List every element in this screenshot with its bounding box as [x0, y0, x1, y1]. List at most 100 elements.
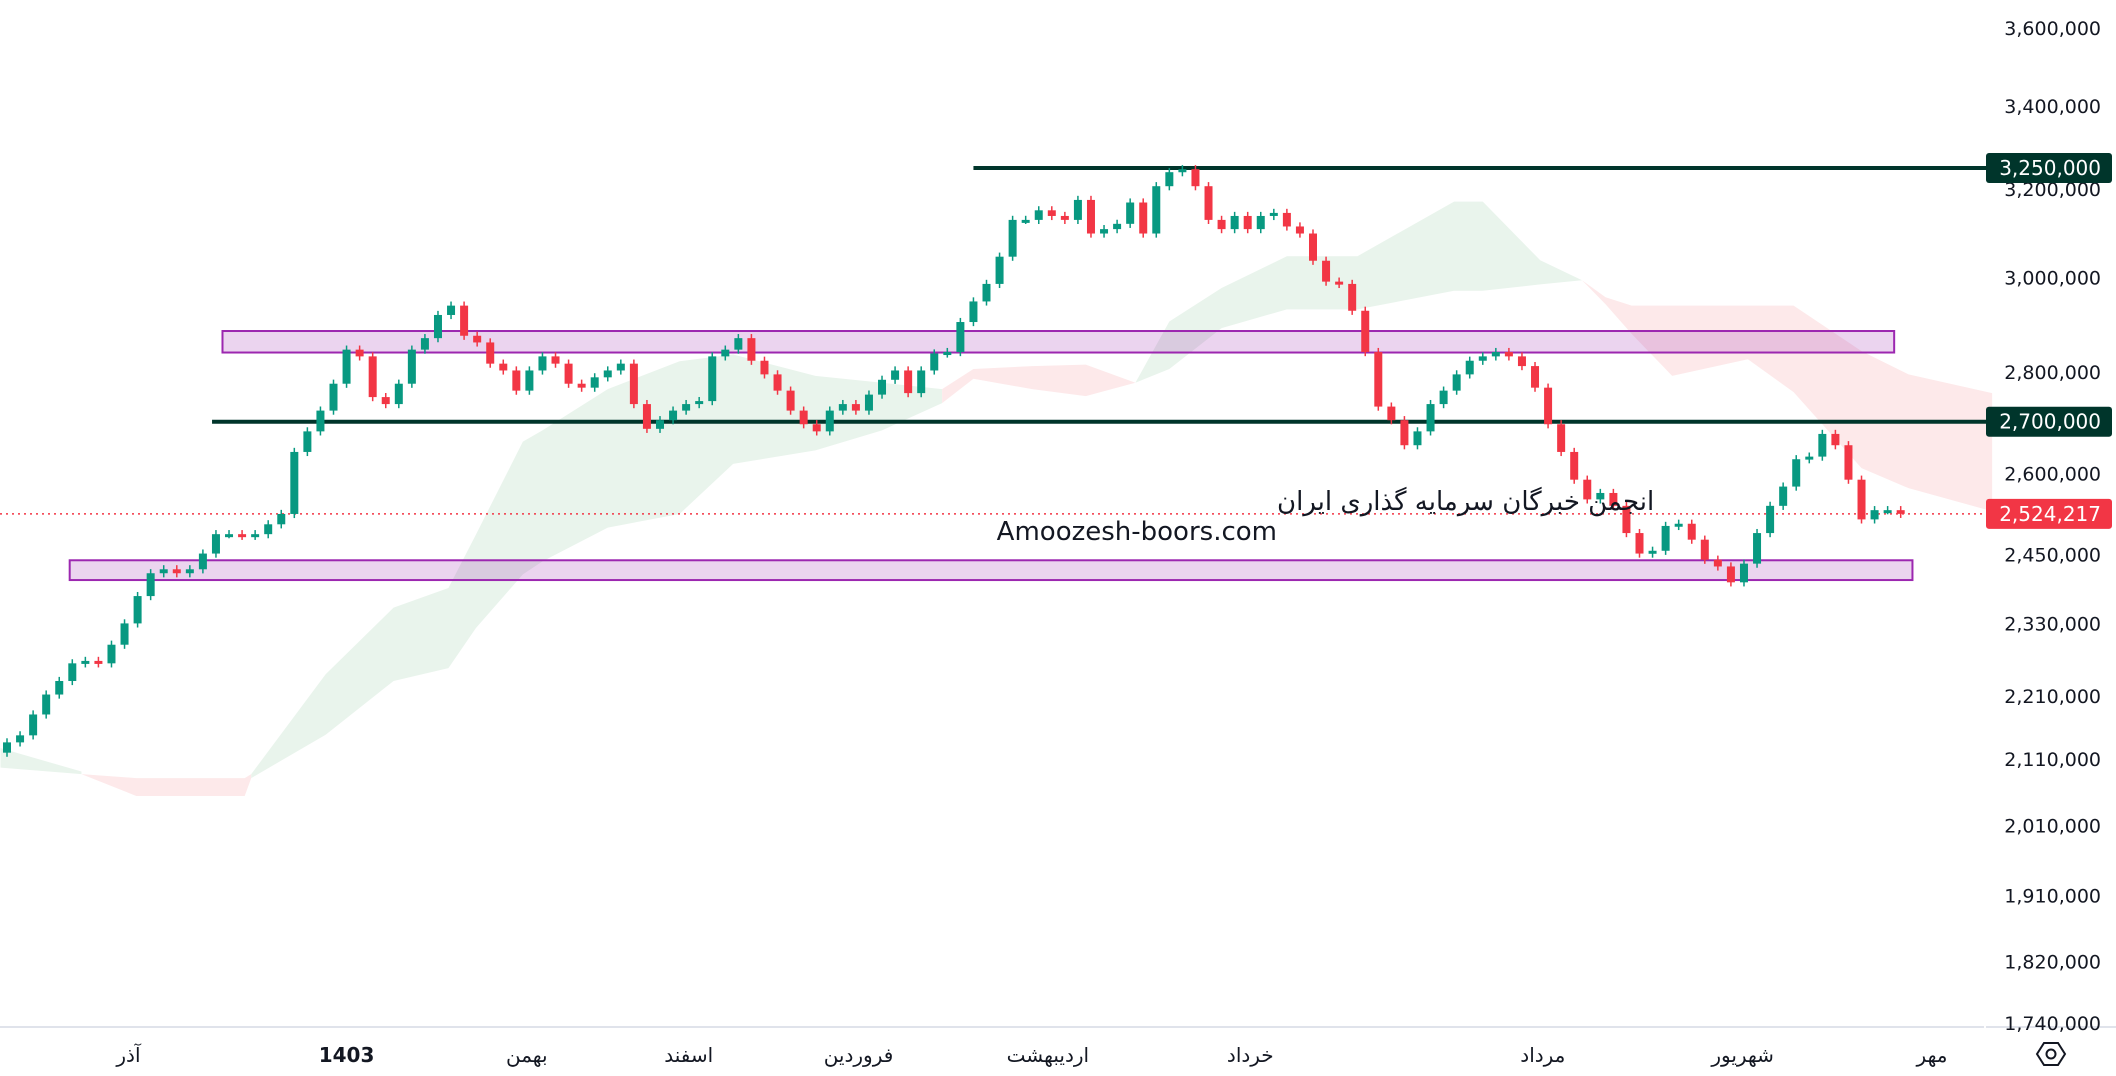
- candle: [172, 565, 181, 578]
- candle-body: [1191, 169, 1200, 187]
- candle: [290, 447, 299, 519]
- candle-body: [1570, 451, 1579, 480]
- candle-body: [1126, 202, 1135, 224]
- candle: [499, 359, 508, 375]
- candle-body: [1256, 215, 1265, 230]
- candle: [120, 619, 129, 649]
- candle-body: [1596, 492, 1605, 500]
- candle: [68, 659, 77, 686]
- candle-body: [29, 714, 38, 736]
- candle-body: [1674, 523, 1683, 527]
- candle: [1857, 475, 1866, 524]
- candle-body: [1517, 356, 1526, 367]
- candle-body: [251, 534, 260, 538]
- candle-body: [211, 534, 220, 554]
- candle: [590, 373, 599, 392]
- candle-body: [656, 420, 664, 429]
- candle-body: [1531, 366, 1540, 388]
- candle: [146, 569, 155, 601]
- candle: [551, 352, 560, 368]
- candle: [420, 334, 429, 354]
- candle-body: [16, 735, 25, 743]
- candle-body: [917, 370, 926, 394]
- hexagon-settings-icon[interactable]: [2035, 1042, 2067, 1066]
- candle: [1478, 352, 1487, 365]
- line-price-label: 3,250,000: [1986, 152, 2112, 183]
- candle-body: [1504, 352, 1513, 357]
- candle: [1504, 347, 1513, 361]
- candle: [1739, 559, 1748, 587]
- candle-body: [381, 397, 390, 405]
- candle-body: [146, 573, 155, 597]
- svg-text:2,524,217: 2,524,217: [1999, 502, 2101, 526]
- candle: [825, 406, 834, 436]
- candle: [251, 530, 260, 540]
- candle: [342, 345, 351, 388]
- candle-body: [473, 335, 482, 343]
- price-axis[interactable]: 3,600,000 3,400,000 3,200,000 3,000,000 2,80…: [2004, 18, 2101, 1035]
- candle: [603, 366, 612, 382]
- candle: [1348, 279, 1357, 315]
- candle-body: [1844, 445, 1853, 480]
- candle-body: [486, 342, 495, 364]
- candle: [1726, 562, 1735, 587]
- candle-body: [682, 404, 691, 411]
- candle-body: [1896, 510, 1905, 514]
- candle-body: [1086, 199, 1095, 234]
- candle: [16, 731, 25, 747]
- candle: [1230, 211, 1239, 234]
- candle: [1700, 535, 1709, 564]
- candle: [486, 338, 495, 368]
- candle: [1204, 182, 1213, 225]
- candle: [329, 379, 338, 415]
- candle-body: [1113, 223, 1122, 230]
- candle-body: [238, 534, 247, 538]
- candle-body: [277, 513, 286, 525]
- candle-body: [1583, 479, 1592, 500]
- candle: [1452, 370, 1461, 395]
- candle: [995, 252, 1004, 289]
- candle: [303, 427, 312, 457]
- candle-body: [198, 553, 207, 570]
- time-tick-label: مهر: [1916, 1043, 1948, 1067]
- candle: [1713, 555, 1722, 571]
- candle: [1086, 195, 1095, 238]
- candle-body: [368, 356, 377, 398]
- candle-body: [708, 356, 717, 402]
- candle-body: [1348, 283, 1357, 311]
- candle: [1609, 488, 1618, 510]
- time-axis[interactable]: آذر 1403 بهمن اسفند فروردین اردیبهشت خرداد مردا…: [115, 1042, 1947, 1067]
- candle-body: [1622, 505, 1631, 534]
- line-price-label: 2,700,000: [1986, 406, 2112, 437]
- candle: [1374, 347, 1383, 411]
- zone-rectangle[interactable]: [68, 559, 1914, 582]
- candle-body: [1243, 215, 1252, 230]
- price-tick-label: 3,400,000: [2004, 96, 2101, 118]
- candle-body: [433, 314, 442, 339]
- candle: [1648, 546, 1657, 558]
- candle: [812, 420, 821, 436]
- candle-body: [1779, 486, 1788, 506]
- candle: [1766, 501, 1775, 538]
- candle-body: [1766, 505, 1775, 534]
- candle: [786, 386, 795, 415]
- candle-body: [1139, 202, 1148, 234]
- cloud-segment-bear: [1582, 280, 1993, 512]
- candle: [1034, 206, 1043, 225]
- candle: [1583, 475, 1592, 504]
- price-tick-label: 2,330,000: [2004, 613, 2101, 635]
- candle-body: [551, 356, 560, 364]
- candle: [943, 347, 952, 358]
- candle-body: [721, 349, 730, 357]
- candle-body: [1269, 212, 1278, 216]
- candle-body: [786, 390, 795, 411]
- price-tick-label: 2,800,000: [2004, 362, 2101, 384]
- candle: [1113, 219, 1122, 234]
- candle: [238, 530, 247, 540]
- candle: [538, 352, 547, 375]
- candle-body: [734, 338, 743, 350]
- zone-rectangle[interactable]: [221, 330, 1896, 354]
- candle: [29, 710, 38, 740]
- candle: [473, 331, 482, 347]
